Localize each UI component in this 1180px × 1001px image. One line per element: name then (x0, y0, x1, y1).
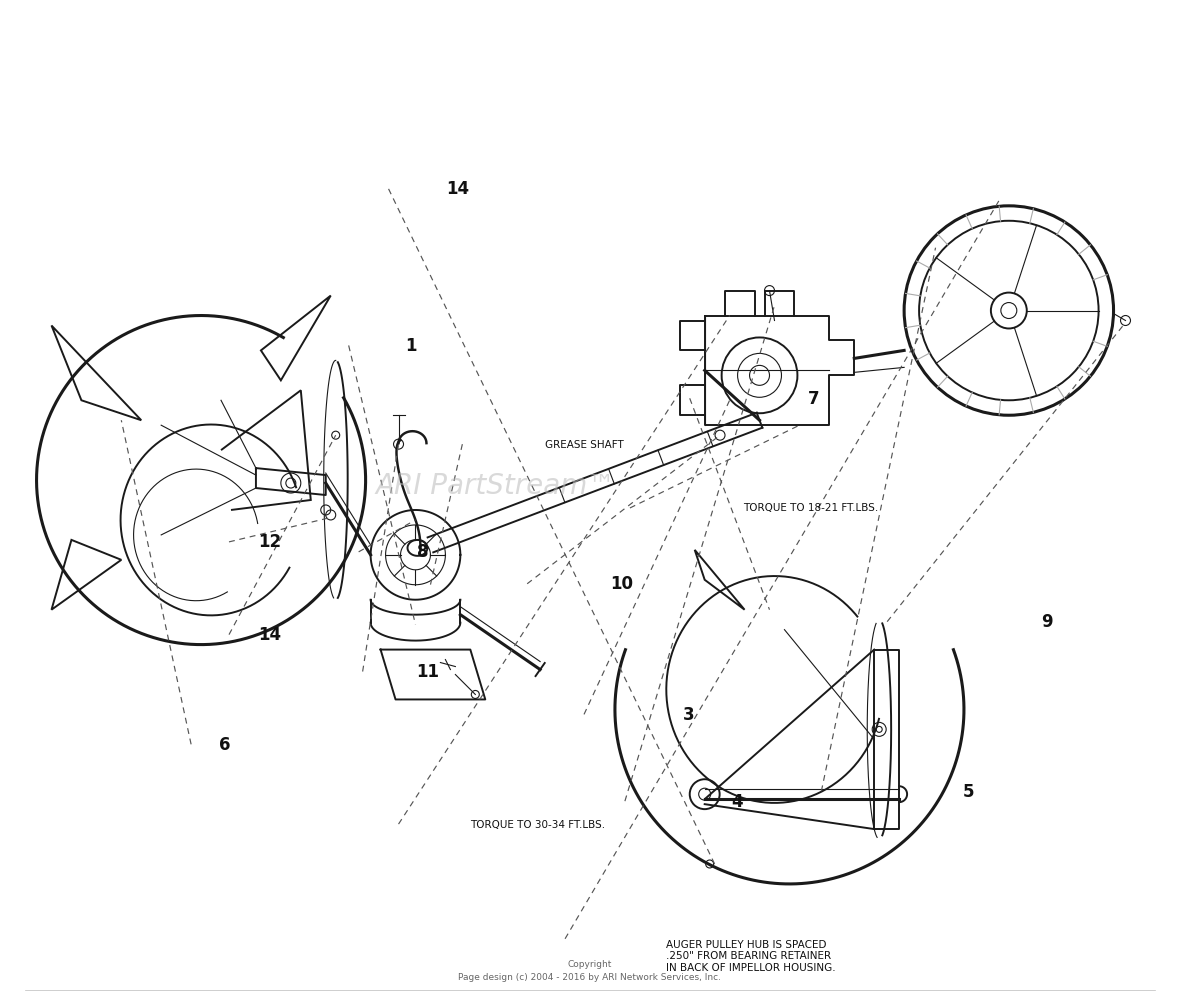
Text: TORQUE TO 18-21 FT.LBS.: TORQUE TO 18-21 FT.LBS. (743, 504, 878, 514)
Text: GREASE SHAFT: GREASE SHAFT (545, 439, 624, 449)
Text: 3: 3 (683, 706, 695, 724)
Text: 6: 6 (219, 736, 231, 754)
Text: 8: 8 (418, 544, 428, 562)
Text: 14: 14 (258, 627, 282, 645)
Text: 12: 12 (258, 534, 282, 552)
Text: 7: 7 (808, 389, 819, 407)
Text: Copyright: Copyright (568, 960, 612, 969)
Text: 1: 1 (406, 336, 417, 354)
Text: Page design (c) 2004 - 2016 by ARI Network Services, Inc.: Page design (c) 2004 - 2016 by ARI Netwo… (459, 973, 721, 982)
Text: 4: 4 (732, 793, 743, 811)
Text: TORQUE TO 30-34 FT.LBS.: TORQUE TO 30-34 FT.LBS. (470, 820, 605, 830)
Text: 10: 10 (610, 576, 634, 594)
Text: AUGER PULLEY HUB IS SPACED
.250" FROM BEARING RETAINER
IN BACK OF IMPELLOR HOUSI: AUGER PULLEY HUB IS SPACED .250" FROM BE… (667, 940, 837, 973)
Text: 9: 9 (1041, 614, 1053, 632)
Text: 5: 5 (963, 783, 975, 801)
Text: ARI PartStream™: ARI PartStream™ (376, 471, 616, 499)
Text: 14: 14 (447, 180, 470, 198)
Text: 11: 11 (417, 664, 439, 682)
